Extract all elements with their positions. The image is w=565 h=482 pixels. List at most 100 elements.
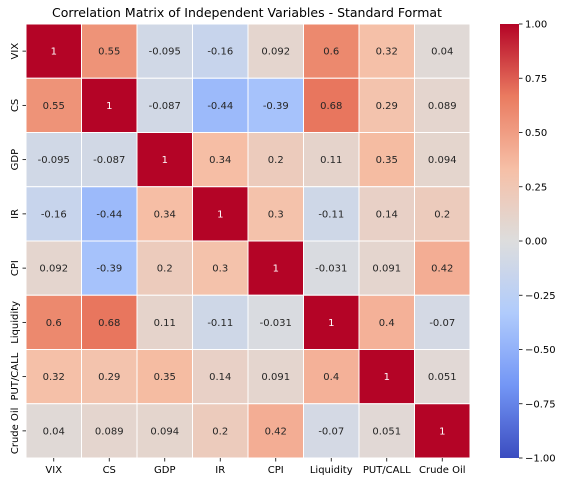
cell-label-3-7: 0.2 <box>434 209 450 220</box>
heatmap-cell-6-5 <box>303 349 360 405</box>
cell-label-1-5: 0.68 <box>320 101 342 112</box>
cell-label-5-2: 0.11 <box>154 318 176 329</box>
heatmap-cell-7-7 <box>414 403 471 459</box>
cell-label-1-1: 1 <box>106 101 112 112</box>
cell-label-0-2: -0.095 <box>149 47 181 58</box>
cell-label-1-6: 0.29 <box>376 101 398 112</box>
cell-label-5-5: 1 <box>328 318 334 329</box>
colorbar-tick-label-6: −0.50 <box>525 345 556 356</box>
cell-label-2-6: 0.35 <box>376 155 398 166</box>
cell-label-7-5: -0.07 <box>318 426 344 437</box>
cell-label-7-0: 0.04 <box>43 426 65 437</box>
cell-label-0-0: 1 <box>51 47 57 58</box>
heatmap-cell-2-3 <box>192 132 249 188</box>
cell-label-0-4: 0.092 <box>261 47 290 58</box>
colorbar-tick-label-8: −1.00 <box>525 454 556 465</box>
y-tick-label-7: Crude Oil <box>10 408 21 455</box>
colorbar-tick-label-3: 0.25 <box>525 182 547 193</box>
x-tick-label-2: GDP <box>154 465 175 476</box>
cell-label-6-2: 0.35 <box>154 372 176 383</box>
heatmap-cell-7-2 <box>136 403 193 459</box>
heatmap-cell-3-0 <box>25 186 82 242</box>
cell-label-7-3: 0.2 <box>212 426 228 437</box>
heatmap-cell-1-3 <box>192 77 249 133</box>
cell-label-4-3: 0.3 <box>212 264 228 275</box>
heatmap-cells <box>25 23 471 459</box>
cell-label-6-1: 0.29 <box>98 372 120 383</box>
colorbar-tick-label-0: 1.00 <box>525 20 547 31</box>
cell-label-3-3: 1 <box>217 209 223 220</box>
heatmap-cell-4-4 <box>247 240 304 296</box>
heatmap-cell-3-3 <box>192 186 249 242</box>
heatmap-cell-3-6 <box>358 186 415 242</box>
y-tick-label-4: CPI <box>10 260 21 276</box>
cell-label-3-6: 0.14 <box>376 209 398 220</box>
x-tick-label-7: Crude Oil <box>419 465 466 476</box>
cell-label-5-6: 0.4 <box>379 318 395 329</box>
x-axis: VIX CS GDP IR CPI Liquidity PUT/CALL Crude Oil <box>45 458 466 476</box>
heatmap-cell-1-5 <box>303 77 360 133</box>
heatmap-cell-0-5 <box>303 23 360 79</box>
cell-label-3-4: 0.3 <box>268 209 284 220</box>
cell-label-7-1: 0.089 <box>95 426 124 437</box>
heatmap-cell-6-1 <box>81 349 138 405</box>
colorbar-tick-label-2: 0.50 <box>525 128 547 139</box>
x-tick-label-5: Liquidity <box>310 465 353 476</box>
cell-label-7-2: 0.094 <box>150 426 179 437</box>
cell-label-2-5: 0.11 <box>320 155 342 166</box>
y-tick-label-1: CS <box>10 99 21 112</box>
cell-label-0-5: 0.6 <box>323 47 339 58</box>
heatmap-cell-6-4 <box>247 349 304 405</box>
cell-label-2-0: -0.095 <box>38 155 70 166</box>
heatmap-cell-6-0 <box>25 349 82 405</box>
cell-label-1-2: -0.087 <box>149 101 181 112</box>
colorbar-gradient <box>500 24 519 458</box>
cell-label-6-4: 0.091 <box>261 372 290 383</box>
cell-label-4-2: 0.2 <box>157 264 173 275</box>
cell-label-7-4: 0.42 <box>265 426 287 437</box>
heatmap-cell-4-6 <box>358 240 415 296</box>
cell-label-2-7: 0.094 <box>428 155 457 166</box>
heatmap-cell-7-4 <box>247 403 304 459</box>
cell-label-2-2: 1 <box>162 155 168 166</box>
y-tick-label-2: GDP <box>10 149 21 170</box>
heatmap-cell-6-2 <box>136 349 193 405</box>
cell-label-3-0: -0.16 <box>41 209 67 220</box>
cell-label-6-7: 0.051 <box>428 372 457 383</box>
cell-label-0-6: 0.32 <box>376 47 398 58</box>
cell-label-0-3: -0.16 <box>207 47 233 58</box>
heatmap-cell-1-1 <box>81 77 138 133</box>
cell-label-5-0: 0.6 <box>46 318 62 329</box>
heatmap-cell-5-1 <box>81 294 138 350</box>
cell-label-1-4: -0.39 <box>263 101 289 112</box>
y-tick-label-5: Liquidity <box>10 301 21 344</box>
x-tick-label-4: CPI <box>268 465 284 476</box>
cell-label-6-3: 0.14 <box>209 372 231 383</box>
cell-label-4-5: -0.031 <box>315 264 347 275</box>
heatmap-cell-0-7 <box>414 23 471 79</box>
heatmap-cell-5-6 <box>358 294 415 350</box>
heatmap-cell-2-7 <box>414 132 471 188</box>
cell-label-3-5: -0.11 <box>318 209 344 220</box>
cell-label-5-3: -0.11 <box>207 318 233 329</box>
heatmap-cell-2-1 <box>81 132 138 188</box>
cell-label-5-7: -0.07 <box>429 318 455 329</box>
cell-label-6-5: 0.4 <box>323 372 339 383</box>
x-tick-label-6: PUT/CALL <box>363 465 411 476</box>
cell-label-7-7: 1 <box>439 426 445 437</box>
cell-label-6-6: 1 <box>384 372 390 383</box>
heatmap-cell-6-7 <box>414 349 471 405</box>
heatmap-cell-3-2 <box>136 186 193 242</box>
colorbar-tick-label-7: −0.75 <box>525 399 556 410</box>
cell-label-4-4: 1 <box>273 264 279 275</box>
heatmap-cell-0-0 <box>25 23 82 79</box>
cell-label-4-7: 0.42 <box>431 264 453 275</box>
cell-label-7-6: 0.051 <box>372 426 401 437</box>
colorbar: 1.00 0.75 0.50 0.25 0.00 −0.25 −0.50 −0.75 −1.00 <box>500 20 556 465</box>
colorbar-tick-label-1: 0.75 <box>525 74 547 85</box>
cell-label-4-6: 0.091 <box>372 264 401 275</box>
heatmap-cell-0-1 <box>81 23 138 79</box>
cell-label-3-2: 0.34 <box>154 209 176 220</box>
x-tick-label-1: CS <box>103 465 116 476</box>
cell-label-2-1: -0.087 <box>93 155 125 166</box>
